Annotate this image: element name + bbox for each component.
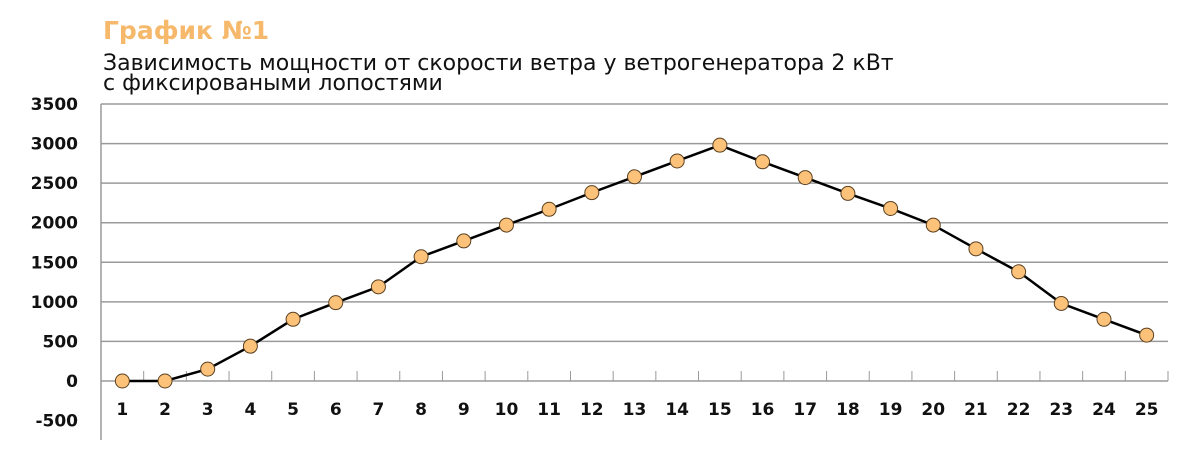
x-tick-label: 21 — [964, 400, 988, 420]
data-point — [584, 185, 600, 201]
x-tick-label: 5 — [287, 400, 299, 420]
subtitle-line-2: с фиксироваными лопостями — [103, 71, 443, 96]
data-point — [413, 249, 429, 265]
data-point — [968, 241, 984, 257]
data-point — [370, 279, 386, 295]
x-tick-label: 12 — [580, 400, 604, 420]
x-tick-label: 19 — [879, 400, 903, 420]
data-point — [114, 373, 130, 389]
data-point — [541, 201, 557, 217]
data-point — [328, 295, 344, 311]
x-tick-label: 2 — [159, 400, 171, 420]
x-tick-label: 11 — [537, 400, 561, 420]
x-tick-label: 8 — [415, 400, 427, 420]
y-tick-label: 3000 — [31, 135, 78, 155]
x-tick-label: 15 — [708, 400, 732, 420]
x-tick-label: 23 — [1049, 400, 1073, 420]
y-tick-label: 3500 — [31, 95, 78, 115]
x-tick-label: 13 — [623, 400, 647, 420]
x-tick-label: 20 — [921, 400, 945, 420]
y-tick-label: 1500 — [31, 253, 78, 273]
data-point — [669, 153, 685, 169]
chart-title: График №1 — [103, 16, 270, 45]
x-tick-label: 14 — [665, 400, 689, 420]
x-tick-label: 22 — [1007, 400, 1031, 420]
data-point — [498, 217, 514, 233]
data-point — [712, 137, 728, 153]
data-point — [456, 233, 472, 249]
x-tick-label: 17 — [793, 400, 817, 420]
x-tick-label: 7 — [372, 400, 384, 420]
y-tick-label: 500 — [43, 332, 79, 352]
y-tick-label: 1000 — [31, 293, 78, 313]
data-point — [285, 311, 301, 327]
data-point — [755, 154, 771, 170]
data-point — [242, 338, 258, 354]
y-tick-label: 2000 — [31, 214, 78, 234]
data-point — [1011, 264, 1027, 280]
data-point — [840, 185, 856, 201]
data-point — [1096, 311, 1112, 327]
x-tick-label: 3 — [202, 400, 214, 420]
y-tick-label: -500 — [35, 412, 78, 432]
x-tick-label: 9 — [458, 400, 470, 420]
x-tick-label: 6 — [330, 400, 342, 420]
x-tick-label: 18 — [836, 400, 860, 420]
y-tick-label: 2500 — [31, 174, 78, 194]
x-tick-label: 1 — [116, 400, 128, 420]
y-tick-label: 0 — [66, 372, 78, 392]
chart-subtitle: Зависимость мощности от скорости ветра у… — [103, 51, 894, 96]
x-tick-label: 24 — [1092, 400, 1116, 420]
x-tick-label: 4 — [244, 400, 256, 420]
data-point — [1139, 327, 1155, 343]
data-point — [200, 361, 216, 377]
x-tick-label: 16 — [751, 400, 775, 420]
data-point — [1053, 295, 1069, 311]
data-point — [883, 200, 899, 216]
data-point — [797, 170, 813, 186]
data-point — [925, 217, 941, 233]
data-point — [157, 373, 173, 389]
data-point — [627, 169, 642, 185]
subtitle-line-1: Зависимость мощности от скорости ветра у… — [103, 51, 894, 76]
x-tick-label: 25 — [1135, 400, 1159, 420]
x-tick-label: 10 — [495, 400, 519, 420]
